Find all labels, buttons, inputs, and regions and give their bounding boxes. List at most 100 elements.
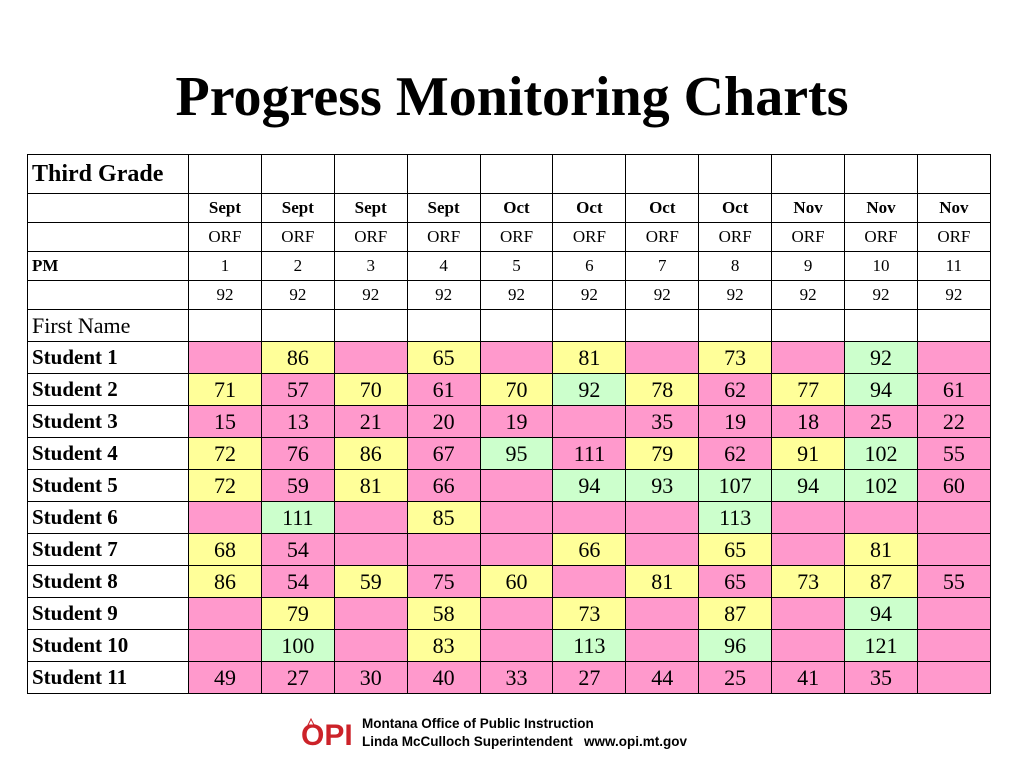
student-row: Student 1 86 65 81 73 92 [27,341,991,374]
empty-header-cell [916,154,991,194]
score-cell: 79 [625,437,700,470]
empty-cell [552,309,627,342]
score-cell: 81 [333,469,408,502]
score-cell [625,533,700,566]
score-cell: 113 [552,629,627,662]
empty-header-cell [188,154,262,194]
score-cell [916,533,991,566]
measure-cell: ORF [698,222,773,252]
header-row-benchmark: 92 92 92 92 92 92 92 92 92 92 92 [27,280,991,310]
student-row: Student 2 71 57 70 61 70 92 78 62 77 94 61 [27,373,991,406]
measure-cell: ORF [333,222,408,252]
score-cell: 71 [188,373,262,406]
score-cell: 83 [406,629,481,662]
score-cell: 65 [406,341,481,374]
student-name: Student 6 [27,501,189,534]
score-cell: 102 [844,469,918,502]
benchmark-cell: 92 [844,280,918,310]
empty-cell [260,309,335,342]
score-cell: 62 [698,437,773,470]
score-cell: 60 [479,565,554,598]
score-cell [552,565,627,598]
score-cell: 68 [188,533,262,566]
student-row: Student 3 15 13 21 20 19 35 19 18 25 22 [27,405,991,438]
empty-cell [698,309,773,342]
student-row: Student 8 86 54 59 75 60 81 65 73 87 55 [27,565,991,598]
score-cell [844,501,918,534]
score-cell [916,661,991,694]
score-cell: 73 [771,565,846,598]
student-row: Student 6 111 85 113 [27,501,991,534]
footer-superintendent: Linda McCulloch Superintendent [362,734,573,749]
student-row: Student 4 72 76 86 67 95 111 79 62 91 102 55 [27,437,991,470]
student-name: Student 3 [27,405,189,438]
score-cell: 35 [844,661,918,694]
score-cell: 22 [916,405,991,438]
score-cell: 25 [698,661,773,694]
month-cell: Oct [479,193,554,223]
benchmark-cell: 92 [406,280,481,310]
student-row: Student 11 49 27 30 40 33 27 44 25 41 35 [27,661,991,694]
score-cell [625,341,700,374]
page-title: Progress Monitoring Charts [175,66,849,128]
student-row: Student 5 72 59 81 66 94 93 107 94 102 60 [27,469,991,502]
score-cell: 15 [188,405,262,438]
benchmark-cell: 92 [916,280,991,310]
score-cell: 72 [188,437,262,470]
score-cell: 55 [916,437,991,470]
score-cell [916,501,991,534]
score-cell [333,597,408,630]
benchmark-cell: 92 [260,280,335,310]
score-cell: 30 [333,661,408,694]
score-cell: 81 [552,341,627,374]
score-cell: 91 [771,437,846,470]
empty-cell [916,309,991,342]
score-cell: 33 [479,661,554,694]
score-cell [771,533,846,566]
empty-cell [625,309,700,342]
score-cell: 66 [552,533,627,566]
month-cell: Oct [552,193,627,223]
student-row: Student 10 100 83 113 96 121 [27,629,991,662]
pm-number-cell: 11 [916,251,991,281]
score-cell [333,501,408,534]
progress-table: Third Grade Sept Sept Sept Sept Oct Oct Oct Oct N… [27,154,991,694]
score-cell: 73 [552,597,627,630]
measure-cell: ORF [916,222,991,252]
score-cell [406,533,481,566]
score-cell [625,597,700,630]
score-cell: 55 [916,565,991,598]
month-cell: Sept [260,193,335,223]
score-cell: 57 [260,373,335,406]
score-cell [188,629,262,662]
score-cell: 66 [406,469,481,502]
score-cell [625,501,700,534]
score-cell [188,501,262,534]
pm-number-cell: 10 [844,251,918,281]
score-cell: 113 [698,501,773,534]
empty-label-cell [27,222,189,252]
score-cell: 44 [625,661,700,694]
empty-cell [333,309,408,342]
score-cell: 25 [844,405,918,438]
score-cell: 27 [552,661,627,694]
empty-header-cell [844,154,918,194]
month-cell: Sept [188,193,262,223]
benchmark-cell: 92 [188,280,262,310]
score-cell: 21 [333,405,408,438]
score-cell: 81 [844,533,918,566]
header-row-grade: Third Grade [27,154,991,194]
score-cell: 95 [479,437,554,470]
empty-cell [771,309,846,342]
logo-mountain-mark [307,717,315,726]
footer-website[interactable]: www.opi.mt.gov [584,734,688,749]
opi-logo-icon: OPI [301,717,353,750]
pm-number-cell: 1 [188,251,262,281]
score-cell: 60 [916,469,991,502]
score-cell: 49 [188,661,262,694]
score-cell [916,341,991,374]
benchmark-cell: 92 [771,280,846,310]
benchmark-cell: 92 [698,280,773,310]
measure-cell: ORF [260,222,335,252]
score-cell: 54 [260,533,335,566]
